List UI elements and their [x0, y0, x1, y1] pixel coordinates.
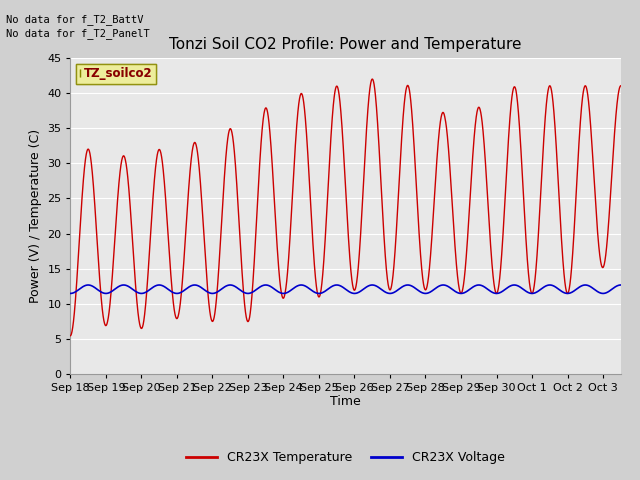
Text: No data for f_T2_PanelT: No data for f_T2_PanelT [6, 28, 150, 39]
Legend: TZ_soilco2: TZ_soilco2 [76, 63, 156, 84]
X-axis label: Time: Time [330, 395, 361, 408]
Title: Tonzi Soil CO2 Profile: Power and Temperature: Tonzi Soil CO2 Profile: Power and Temper… [170, 37, 522, 52]
Y-axis label: Power (V) / Temperature (C): Power (V) / Temperature (C) [29, 129, 42, 303]
Legend: CR23X Temperature, CR23X Voltage: CR23X Temperature, CR23X Voltage [181, 446, 510, 469]
Text: No data for f_T2_BattV: No data for f_T2_BattV [6, 13, 144, 24]
